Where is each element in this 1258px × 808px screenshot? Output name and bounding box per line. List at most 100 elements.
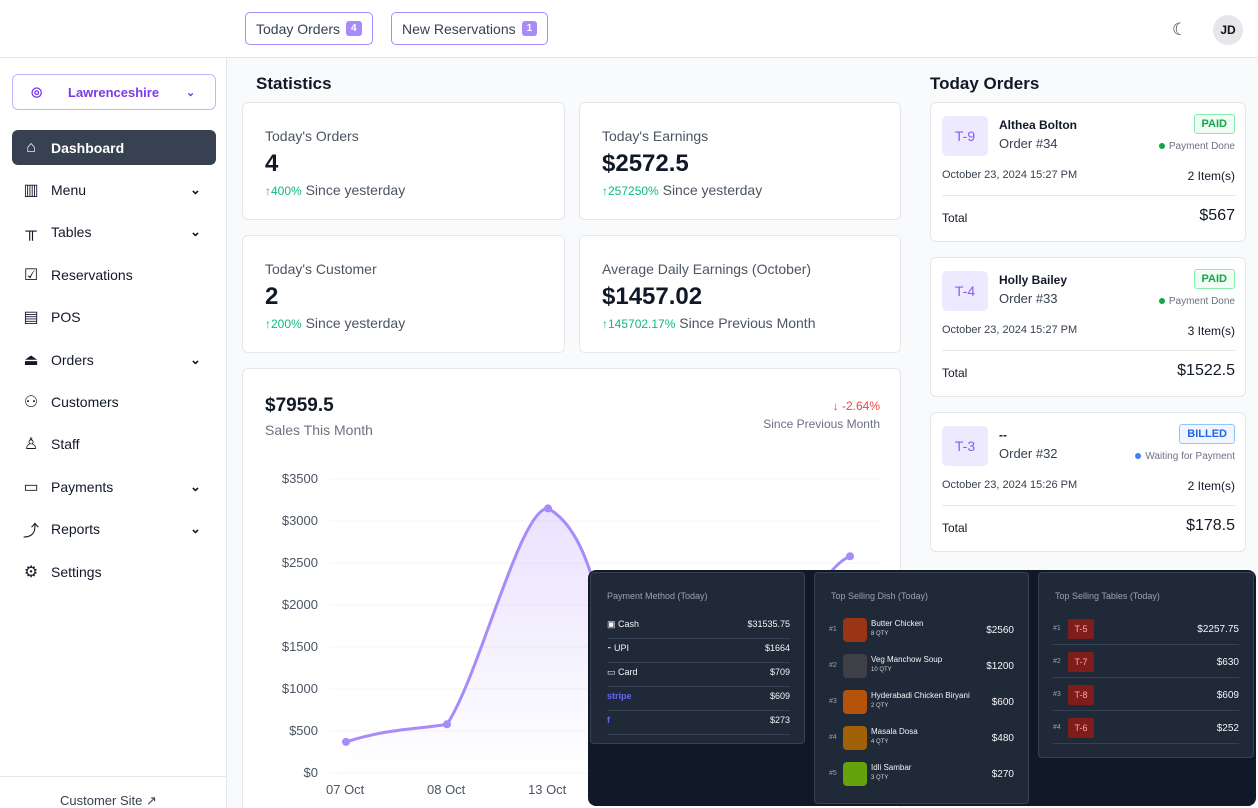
divider: [942, 505, 1235, 506]
sidebar-item-menu[interactable]: ▥ Menu ⌄: [12, 172, 216, 207]
top-dish-row: #5 Idli Sambar 3 QTY $270: [829, 759, 1014, 793]
stat-change: ↑200% Since yesterday: [265, 315, 405, 331]
chevron-down-icon: ⌄: [190, 351, 201, 367]
order-card[interactable]: T-9 Althea Bolton Order #34 PAID Payment Don…: [930, 102, 1246, 242]
menu-book-icon: ▥: [23, 181, 39, 199]
sidebar-item-staff[interactable]: ♙ Staff: [12, 427, 216, 462]
payment-method-title: Payment Method (Today): [607, 591, 708, 601]
sidebar-item-payments[interactable]: ▭ Payments ⌄: [12, 469, 216, 504]
top-dish-row: #1 Butter Chicken 8 QTY $2560: [829, 615, 1014, 649]
dish-thumbnail: [843, 762, 867, 786]
y-tick-label: $0: [303, 765, 318, 780]
stat-change-percent: 400%: [271, 184, 302, 198]
status-dot-icon: [1158, 298, 1165, 304]
rank: #2: [1053, 658, 1061, 665]
users-icon: ⚇: [23, 393, 39, 411]
dish-name: Masala Dosa: [871, 727, 918, 736]
stat-value: 4: [265, 150, 279, 177]
table-value: $609: [1216, 690, 1239, 701]
location-select[interactable]: ◎ Lawrenceshire ⌄: [12, 74, 216, 110]
sidebar-item-label: Reports: [51, 521, 101, 538]
dish-thumbnail: [843, 654, 867, 678]
location-label: Lawrenceshire: [68, 84, 160, 100]
customer-site-link[interactable]: Customer Site ↗: [60, 793, 157, 808]
pos-icon: ▤: [23, 309, 39, 327]
payment-method-label: f: [607, 715, 610, 725]
chevron-down-icon: ⌄: [186, 86, 196, 99]
new-reservations-button[interactable]: New Reservations 1: [391, 12, 549, 45]
payment-method-name: ⁃ UPI: [607, 643, 629, 654]
sidebar-item-reports[interactable]: ⤴ Reports ⌄: [12, 512, 216, 547]
rank: #4: [829, 734, 837, 741]
payment-method-row: ▣ Cash $31535.75: [607, 615, 790, 639]
dish-name: Butter Chicken: [871, 619, 924, 628]
stat-change-percent: 200%: [271, 317, 302, 331]
stat-since: Since yesterday: [305, 182, 406, 198]
order-number: Order #32: [999, 446, 1058, 461]
order-card[interactable]: T-4 Holly Bailey Order #33 PAID Payment Done…: [930, 257, 1246, 397]
order-date: October 23, 2024 15:27 PM: [942, 169, 1078, 181]
sidebar-item-pos[interactable]: ▤ POS: [12, 300, 216, 335]
today-orders-count-badge: 4: [346, 21, 362, 36]
y-tick-label: $500: [289, 723, 318, 738]
dish-thumbnail: [843, 618, 867, 642]
new-reservations-label: New Reservations: [402, 20, 516, 37]
order-card[interactable]: T-3 -- Order #32 BILLED Waiting for Payment O…: [930, 412, 1246, 552]
dish-value: $2560: [986, 625, 1014, 636]
card-icon: ▭: [607, 667, 619, 677]
top-dish-title: Top Selling Dish (Today): [831, 591, 929, 601]
sidebar-item-dashboard[interactable]: ⌂ Dashboard: [12, 130, 216, 165]
stat-label: Today's Earnings: [602, 128, 709, 144]
today-orders-button[interactable]: Today Orders 4: [245, 12, 373, 45]
top-tables-title: Top Selling Tables (Today): [1055, 591, 1160, 601]
today-orders-title: Today Orders: [930, 74, 1040, 93]
gear-icon: ⚙: [23, 563, 39, 581]
stat-card-average-daily-earnings: Average Daily Earnings (October) $1457.0…: [579, 235, 901, 353]
dish-value: $600: [991, 697, 1014, 708]
divider: [942, 195, 1235, 196]
payment-method-value: $273: [769, 715, 790, 725]
chart-trend-icon: ⤴: [22, 523, 39, 541]
dish-value: $480: [991, 733, 1014, 744]
stat-change: ↑257250% Since yesterday: [602, 182, 762, 198]
sales-since: Since Previous Month: [763, 417, 880, 431]
stat-change: ↑400% Since yesterday: [265, 182, 405, 198]
payment-method-name: stripe: [607, 691, 632, 701]
dish-value: $270: [991, 769, 1014, 780]
sidebar-item-label: Staff: [51, 436, 80, 453]
status-badge: PAID: [1193, 269, 1235, 289]
sidebar-item-orders[interactable]: ⏏ Orders ⌄: [12, 342, 216, 377]
status-dot-icon: [1158, 143, 1165, 149]
stat-change: ↑145702.17% Since Previous Month: [602, 315, 815, 331]
sidebar-item-tables[interactable]: ╥ Tables ⌄: [12, 215, 216, 250]
sidebar-item-customers[interactable]: ⚇ Customers: [12, 384, 216, 419]
sales-change-percent: -2.64%: [841, 399, 880, 413]
rank: #5: [829, 770, 837, 777]
order-number: Order #33: [999, 291, 1058, 306]
dish-name: Veg Manchow Soup: [871, 655, 943, 664]
arrow-down-icon: ↓: [832, 399, 839, 413]
sidebar-item-label: Dashboard: [51, 139, 125, 156]
customer-name: --: [999, 428, 1007, 442]
payment-method-label: UPI: [614, 643, 630, 653]
payment-status: Payment Done: [1158, 296, 1235, 307]
sidebar-item-label: Customers: [51, 393, 119, 410]
rank: #4: [1053, 724, 1061, 731]
moon-icon[interactable]: ☾: [1172, 20, 1188, 39]
payment-method-row: ⁃ UPI $1664: [607, 639, 790, 663]
arrow-up-icon: ↑: [265, 317, 271, 331]
table-badge: T-4: [942, 271, 988, 311]
stat-label: Average Daily Earnings (October): [602, 261, 812, 277]
payment-method-row: stripe $609: [607, 687, 790, 711]
sidebar-item-settings[interactable]: ⚙ Settings: [12, 554, 216, 589]
stat-value: $1457.02: [602, 283, 703, 310]
payment-method-value: $1664: [764, 643, 790, 653]
stat-since: Since Previous Month: [679, 315, 816, 331]
arrow-up-icon: ↑: [602, 317, 608, 331]
sidebar-item-reservations[interactable]: ☑ Reservations: [12, 257, 216, 292]
table-badge: T-8: [1068, 685, 1094, 705]
x-tick-label: 08 Oct: [427, 782, 466, 797]
rank: #1: [829, 626, 837, 633]
avatar[interactable]: JD: [1213, 15, 1243, 45]
payment-method-row: ▭ Card $709: [607, 663, 790, 687]
